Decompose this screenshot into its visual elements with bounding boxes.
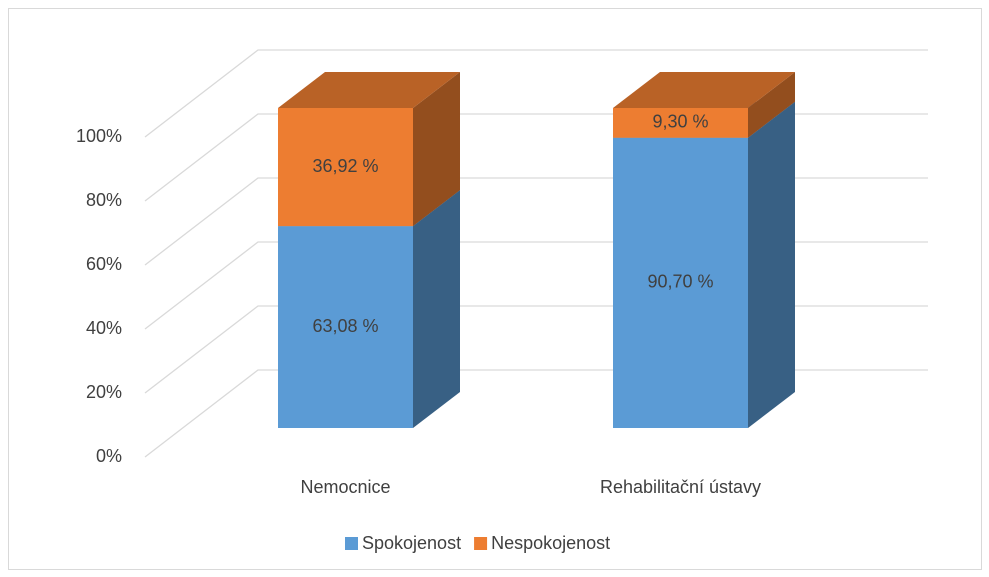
bar-side	[413, 72, 460, 227]
bar-front	[613, 137, 748, 428]
data-label: 63,08 %	[312, 316, 378, 336]
y-tick-label: 20%	[86, 382, 122, 402]
y-tick-label: 0%	[96, 446, 122, 466]
legend-label: Nespokojenost	[491, 533, 610, 553]
data-label: 90,70 %	[647, 272, 713, 292]
bar-side	[748, 101, 795, 428]
bar-side	[748, 72, 795, 138]
bar-front	[613, 108, 748, 138]
x-tick-label: Nemocnice	[300, 477, 390, 497]
data-label: 9,30 %	[652, 112, 708, 132]
bar-segment	[278, 72, 460, 227]
bar-segment	[613, 72, 795, 138]
legend-swatch	[474, 537, 488, 550]
y-tick-label: 60%	[86, 254, 122, 274]
legend-swatch	[345, 537, 358, 550]
grid-line	[144, 49, 928, 138]
x-tick-label: Rehabilitační ústavy	[600, 477, 761, 497]
bar-top	[613, 72, 795, 108]
bar-front	[278, 108, 413, 227]
bar-side	[413, 190, 460, 428]
chart-border	[8, 8, 982, 570]
legend-label: Spokojenost	[362, 533, 461, 553]
bar-front	[278, 226, 413, 428]
bar-top	[278, 72, 460, 108]
y-tick-label: 40%	[86, 318, 122, 338]
y-tick-label: 100%	[76, 126, 122, 146]
data-label: 36,92 %	[312, 156, 378, 176]
bar-segment	[613, 101, 795, 428]
y-tick-label: 80%	[86, 190, 122, 210]
